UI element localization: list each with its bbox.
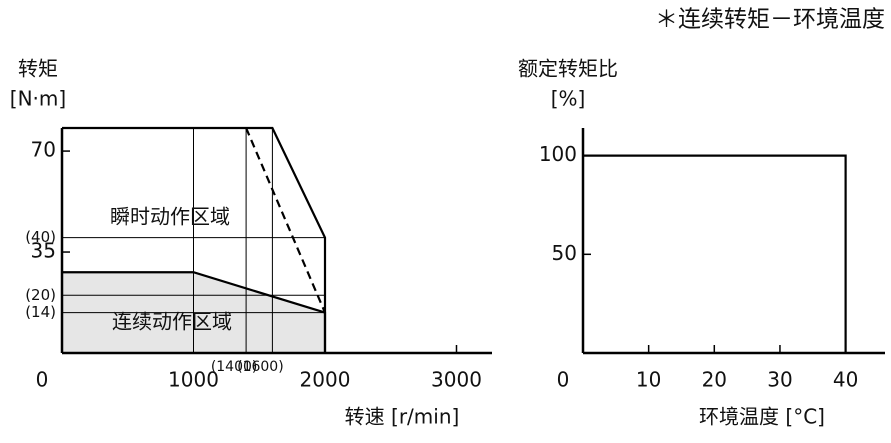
x-tick-label: 40 [833,368,858,392]
y-tick-label: (14) [25,303,56,321]
y-axis-label: 转矩 [18,57,58,81]
series-line [62,271,327,353]
y-axis-label: [%] [551,87,586,111]
region-label: 瞬时动作区域 [110,205,230,229]
x-axis-label: 环境温度 [°C] [699,405,825,429]
note: ＊连续转矩－环境温度 [655,7,885,33]
y-tick-label: 100 [539,142,577,166]
x-tick-label: 3000 [431,368,482,392]
x-tick-label: 20 [702,368,727,392]
series-line [62,126,327,353]
x-tick-label: 2000 [300,368,351,392]
x-tick-label: 10 [636,368,661,392]
series-line [245,127,327,314]
x-axis-label: 转速 [r/min] [345,405,460,429]
region-label: 连续动作区域 [112,310,232,334]
x-tick-label: 30 [767,368,792,392]
y-tick-label: 35 [31,239,56,263]
x-tick-label: 0 [36,368,49,392]
y-tick-label: (40) [25,228,56,246]
x-tick-label: (1400) [211,359,258,375]
x-tick-label: 0 [557,368,570,392]
series-line [583,154,847,353]
y-axis-label: [N·m] [10,87,66,111]
y-axis-label: 额定转矩比 [518,57,618,81]
y-tick-label: 70 [31,138,56,162]
x-tick-label: 1000 [168,368,219,392]
y-tick-label: (20) [25,286,56,304]
y-tick-label: 50 [552,241,577,265]
x-tick-label: (1600) [237,359,284,375]
